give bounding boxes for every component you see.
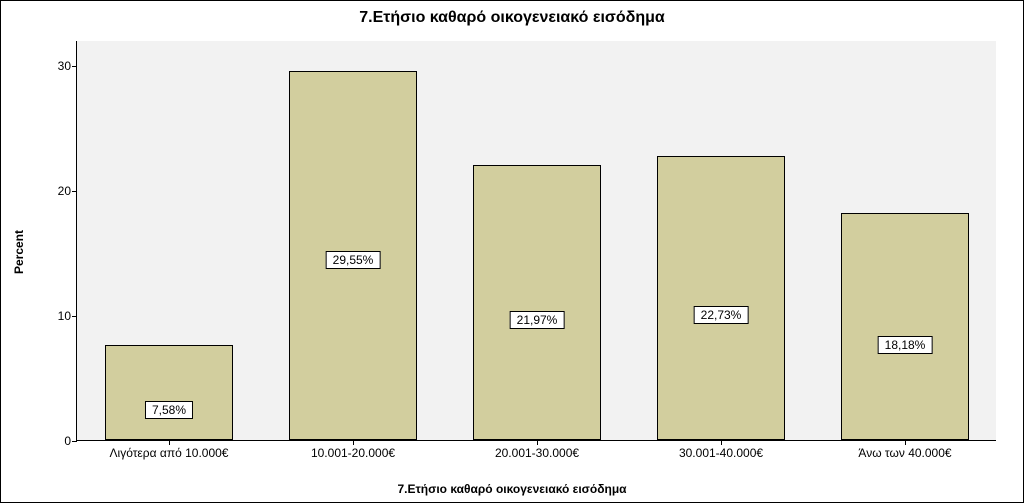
- xtick-label: 20.001-30.000€: [495, 440, 579, 460]
- bar-value-label: 22,73%: [694, 306, 749, 324]
- ytick-label: 10: [31, 309, 77, 323]
- xtick-label: Λιγότερα από 10.000€: [110, 440, 229, 460]
- ytick-label: 30: [31, 59, 77, 73]
- bar: [473, 165, 602, 440]
- xtick-label: 10.001-20.000€: [311, 440, 395, 460]
- ytick-label: 20: [31, 184, 77, 198]
- bar-value-label: 18,18%: [878, 336, 933, 354]
- bar-value-label: 21,97%: [510, 311, 565, 329]
- plot-area: 01020307,58%Λιγότερα από 10.000€29,55%10…: [76, 41, 996, 441]
- xtick-label: 30.001-40.000€: [679, 440, 763, 460]
- ytick-label: 0: [31, 434, 77, 448]
- bar: [657, 156, 786, 440]
- bar-value-label: 7,58%: [145, 401, 193, 419]
- y-axis-label: Percent: [12, 229, 26, 273]
- x-axis-label: 7.Ετήσιο καθαρό οικογενειακό εισόδημα: [397, 482, 626, 496]
- bar: [105, 345, 234, 440]
- bar-value-label: 29,55%: [326, 251, 381, 269]
- bar: [841, 213, 970, 440]
- xtick-label: Άνω των 40.000€: [858, 440, 951, 460]
- chart-title: 7.Ετήσιο καθαρό οικογενειακό εισόδημα: [1, 9, 1023, 27]
- chart-container: 7.Ετήσιο καθαρό οικογενειακό εισόδημα Pe…: [0, 0, 1024, 503]
